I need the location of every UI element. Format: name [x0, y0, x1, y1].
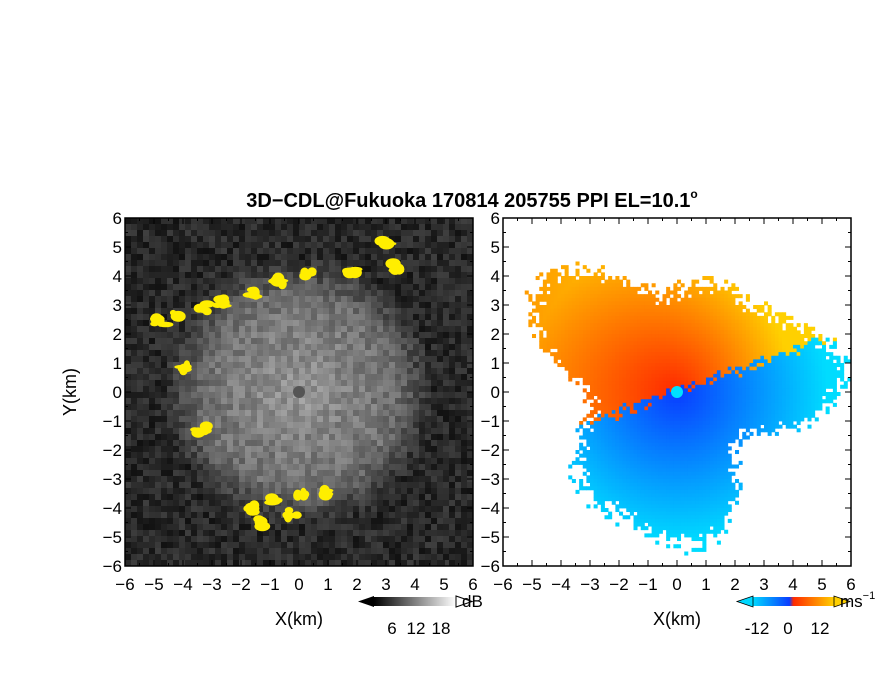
radar-site-marker [671, 386, 683, 398]
velocity-field [503, 218, 851, 566]
highlight-patch [242, 286, 263, 300]
highlight-patch [299, 267, 317, 281]
velocity-colorbar-tick: 0 [783, 619, 792, 638]
highlight-patch [190, 421, 213, 438]
y-tick-label: 5 [113, 238, 122, 257]
x-tick-label: 1 [701, 575, 710, 594]
y-tick-label: 4 [113, 267, 122, 286]
x-tick-label: 2 [352, 575, 361, 594]
y-tick-label: 3 [491, 296, 500, 315]
x-tick-label: 5 [817, 575, 826, 594]
highlight-patch [174, 360, 192, 376]
highlight-patch [293, 487, 310, 501]
y-tick-label: −4 [481, 499, 500, 518]
title-degree-symbol: o [690, 187, 697, 201]
y-tick-label: −5 [103, 528, 122, 547]
x-tick-label: 4 [410, 575, 419, 594]
figure-title: 3D−CDL@Fukuoka 170814 205755 PPI EL=10.1… [246, 187, 698, 212]
reflectivity-colorbar-tick: 18 [432, 619, 451, 638]
x-tick-label: −3 [580, 575, 599, 594]
y-tick-label: 4 [491, 267, 500, 286]
y-axis-label: Y(km) [60, 368, 80, 416]
radar-site-marker [293, 386, 305, 398]
x-tick-label: −4 [173, 575, 192, 594]
highlight-patch [374, 235, 397, 250]
x-tick-label: −2 [231, 575, 250, 594]
y-tick-label: 1 [491, 354, 500, 373]
reflectivity-colorbar-unit: dB [462, 592, 483, 611]
y-tick-label: −3 [103, 470, 122, 489]
x-tick-label: 4 [788, 575, 797, 594]
y-tick-label: −2 [103, 441, 122, 460]
highlight-patch [264, 493, 283, 506]
x-axis-label-right: X(km) [653, 609, 701, 629]
y-tick-label: −6 [481, 557, 500, 576]
x-tick-label: 3 [381, 575, 390, 594]
velocity-colorbar-gradient [753, 597, 834, 606]
highlight-patch [385, 258, 405, 275]
y-tick-label: 3 [113, 296, 122, 315]
y-tick-label: 2 [113, 325, 122, 344]
highlight-patch [150, 313, 174, 328]
highlight-patch [193, 300, 215, 316]
y-tick-label: −2 [481, 441, 500, 460]
y-tick-label: 0 [113, 383, 122, 402]
y-tick-label: 0 [491, 383, 500, 402]
y-tick-label: −3 [481, 470, 500, 489]
x-tick-label: 6 [846, 575, 855, 594]
velocity-colorbar-high-arrow [833, 595, 852, 608]
x-tick-label: 1 [323, 575, 332, 594]
x-tick-label: 3 [759, 575, 768, 594]
highlight-patch [282, 507, 302, 523]
x-tick-label: 2 [730, 575, 739, 594]
x-tick-label: 5 [439, 575, 448, 594]
x-tick-label: −1 [260, 575, 279, 594]
x-tick-label: −1 [638, 575, 657, 594]
y-tick-label: −1 [481, 412, 500, 431]
x-tick-label: −3 [202, 575, 221, 594]
x-axis-label-left: X(km) [275, 609, 323, 629]
x-tick-label: 0 [294, 575, 303, 594]
highlight-patch [253, 515, 271, 532]
highlight-patch [169, 309, 186, 322]
y-tick-label: 5 [491, 238, 500, 257]
highlight-patch [268, 272, 289, 290]
x-tick-label: −6 [115, 575, 134, 594]
reflectivity-colorbar-gradient [374, 597, 456, 606]
y-tick-label: −5 [481, 528, 500, 547]
velocity-colorbar-tick: 12 [811, 619, 830, 638]
velocity-panel: −6 −5 −4 −3 −2 −1 0 1 2 3 4 5 6 −6 −5 −4 −3 −2 −1 0 1 2 3 4 5 6 [481, 209, 856, 594]
reflectivity-colorbar: 6 12 18 dB [358, 592, 483, 638]
x-tick-label: −4 [551, 575, 570, 594]
y-tick-label: 2 [491, 325, 500, 344]
reflectivity-panel: −6 −5 −4 −3 −2 −1 0 1 2 3 4 5 6 −6 −5 −4 −3 −2 −1 0 1 2 3 4 5 6 [103, 209, 478, 594]
highlight-patch [318, 484, 334, 501]
y-tick-label: 6 [113, 209, 122, 228]
reflectivity-colorbar-low-arrow [358, 596, 374, 607]
reflectivity-colorbar-high-arrow [455, 595, 474, 608]
x-tick-label: 6 [468, 575, 477, 594]
x-tick-label: −2 [609, 575, 628, 594]
velocity-colorbar-unit: ms−1 [840, 590, 875, 611]
y-tick-label: −4 [103, 499, 122, 518]
y-tick-label: 6 [491, 209, 500, 228]
x-tick-label: −5 [522, 575, 541, 594]
highlight-patch [243, 500, 260, 516]
x-tick-label: 0 [672, 575, 681, 594]
y-tick-label: 1 [113, 354, 122, 373]
y-tick-label: −6 [103, 557, 122, 576]
highlight-patch [212, 294, 232, 309]
x-tick-label: −5 [144, 575, 163, 594]
reflectivity-field [125, 218, 473, 566]
velocity-colorbar-tick: -12 [745, 619, 770, 638]
reflectivity-colorbar-tick: 12 [407, 619, 426, 638]
velocity-colorbar-low-arrow [735, 595, 754, 608]
highlight-patch [342, 266, 363, 279]
reflectivity-colorbar-tick: 6 [387, 619, 396, 638]
y-tick-label: −1 [103, 412, 122, 431]
x-tick-label: −6 [493, 575, 512, 594]
velocity-colorbar: -12 0 12 ms−1 [735, 590, 875, 638]
